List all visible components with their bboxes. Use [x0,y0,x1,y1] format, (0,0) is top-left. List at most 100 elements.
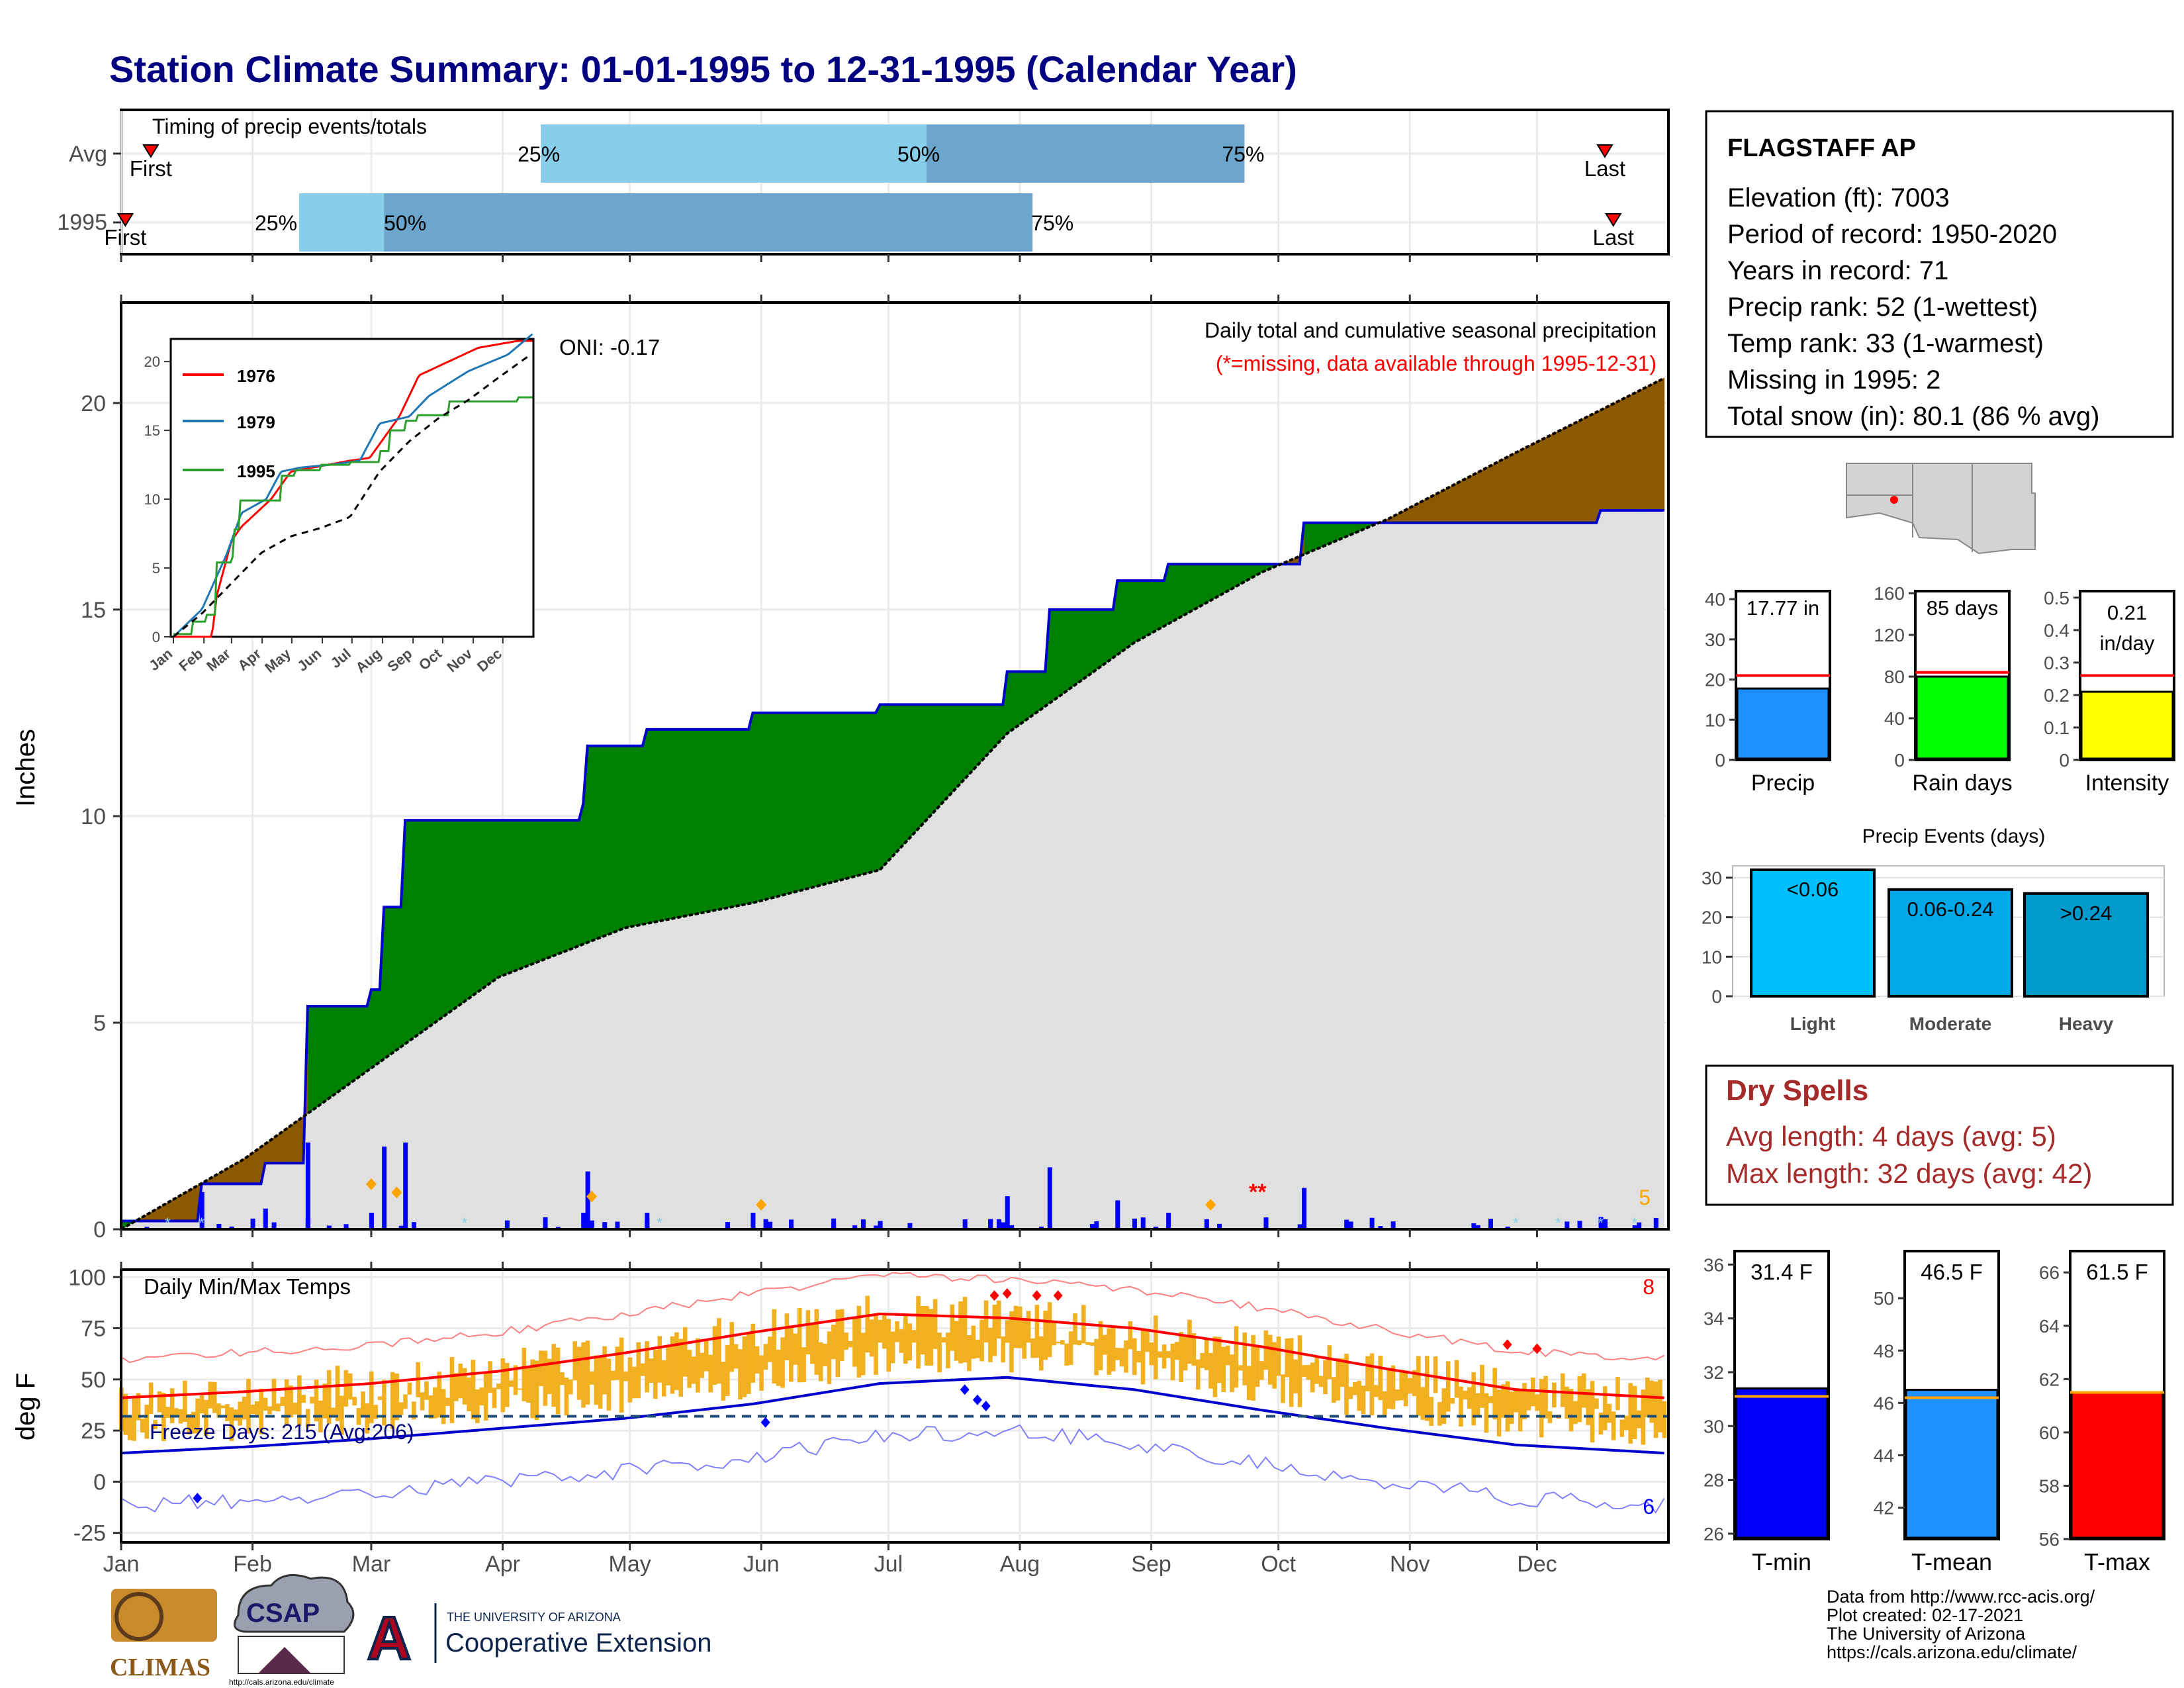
station-missing: Missing in 1995: 2 [1727,365,1940,395]
daily-precip-bar [996,1219,1001,1229]
daily-temp-range-bar [678,1338,684,1397]
daily-temp-range-bar [1221,1346,1226,1392]
temp-bar-value-label: 61.5 F [2086,1260,2148,1284]
daily-temp-range-bar [1475,1393,1480,1418]
last-event-marker [1596,144,1614,158]
daily-temp-range-bar [555,1347,561,1415]
temp-y-axis: -25 0 25 50 75 100 [68,1265,121,1546]
daily-temp-range-bar [254,1401,259,1415]
daily-temp-range-bar [814,1309,819,1375]
climas-logo: CLIMAS [110,1589,217,1681]
precip-event-bar-label: <0.06 [1787,878,1839,901]
daily-temp-range-bar [310,1397,314,1404]
timing-row-1995-label: 1995 [57,210,107,235]
daily-temp-range-bar [890,1331,895,1364]
dry-spells-title: Dry Spells [1726,1074,1868,1107]
missing-note: (*=missing, data available through 1995-… [1216,352,1657,375]
month-label: Oct [1261,1552,1296,1577]
rank-marker [756,1199,767,1211]
daily-temp-range-bar [742,1336,747,1397]
summary-bar-label: Intensity [2085,771,2169,796]
daily-temp-range-bar [649,1358,654,1383]
timing-panel: First Last 25% 50% 75% First Last 25% 50% 75% Tim… [57,109,1670,262]
temp-y-tick-label: -25 [73,1521,106,1546]
daily-temp-range-bar [763,1344,768,1370]
daily-temp-range-bar [1001,1336,1005,1363]
last-event-marker [1604,213,1622,227]
summary-bar-value [1915,675,2009,760]
temp-y-label: deg F [11,1373,40,1440]
daily-temp-range-bar [1272,1342,1277,1389]
daily-temp-range-bar [1013,1305,1019,1348]
temp-bar-label: T-min [1752,1548,1811,1575]
month-label: Aug [1000,1552,1040,1577]
daily-precip-bar [1505,1226,1510,1229]
daily-precip-bar [369,1213,374,1229]
temp-panel-frame [120,1268,1670,1544]
daily-temp-range-bar [1331,1377,1336,1403]
timing-bar-q2 [384,193,1033,252]
record-high-marker [1502,1339,1512,1350]
dry-spells-avg: Avg length: 4 days (avg: 5) [1726,1121,2056,1152]
temp-bar-tick-label: 50 [1874,1288,1894,1309]
daily-temp-range-bar [352,1397,357,1406]
daily-temp-range-bar [852,1317,857,1367]
daily-temp-range-bar [996,1300,1001,1339]
daily-temp-range-bar [1234,1326,1239,1388]
daily-temp-range-bar [326,1370,332,1425]
inset-y-tick-label: 0 [152,629,160,645]
daily-temp-range-bar [560,1372,565,1385]
daily-temp-range-bar [183,1380,187,1423]
daily-temp-range-bar [602,1346,607,1395]
station-info-frame [1705,110,2174,438]
freeze-days-label: Freeze Days: 215 (Avg:206) [150,1420,414,1444]
daily-temp-range-bar [1569,1389,1574,1432]
daily-temp-range-bar [653,1350,658,1399]
daily-temp-range-bar [721,1362,726,1401]
temp-bar-value [2070,1391,2164,1539]
daily-temp-range-bar [1064,1343,1069,1366]
daily-temp-range-bar [886,1319,891,1372]
daily-precip-bar [1577,1221,1582,1229]
daily-temp-range-bar [462,1368,467,1405]
events-tick-label: 20 [1702,908,1722,928]
daily-precip-bar [1598,1217,1604,1229]
daily-precip-bar [1302,1188,1307,1229]
daily-temp-range-bar [496,1383,501,1389]
temp-bar-tick-label: 60 [2039,1423,2060,1443]
daily-temp-range-bar [216,1403,221,1418]
daily-temp-range-bar [615,1346,620,1380]
inset-legend: 1976 1979 1995 [183,366,275,481]
daily-precip-bar [1140,1217,1146,1229]
daily-precip-bar [789,1219,794,1229]
daily-temp-range-bar [848,1340,853,1348]
precip-y-tick-label: 0 [93,1217,106,1243]
daily-temp-range-bar [398,1402,404,1415]
daily-temp-range-bar [632,1366,637,1399]
daily-precip-bar [250,1218,255,1229]
daily-temp-range-bar [975,1339,980,1358]
daily-precip-bar [860,1219,866,1229]
daily-temp-range-bar [1340,1358,1345,1387]
daily-temp-range-bar [187,1414,192,1435]
precip-events-title: Precip Events (days) [1862,825,2046,847]
daily-temp-range-bar [1047,1302,1052,1358]
csap-cloud-icon [233,1573,355,1633]
daily-temp-range-bar [712,1326,717,1385]
summary-bar-tick-label: 40 [1705,589,1725,610]
daily-precip-bar [343,1224,349,1229]
daily-temp-range-bar [1653,1381,1659,1438]
daily-temp-range-bar [725,1344,730,1396]
station-temp-rank: Temp rank: 33 (1-warmest) [1727,329,2044,358]
daily-precip-bar [751,1213,756,1229]
dry-spells-max: Max length: 32 days (avg: 42) [1726,1158,2092,1189]
station-years: Years in record: 71 [1727,256,1948,285]
snow-marker: * [199,1215,205,1231]
daily-temp-range-bar [967,1335,972,1372]
daily-temp-range-bar [433,1387,437,1419]
daily-temp-range-bar [1318,1376,1324,1387]
daily-temp-range-bar [1073,1313,1077,1345]
daily-temp-range-bar [1573,1401,1578,1425]
daily-precip-bar [1369,1217,1375,1229]
